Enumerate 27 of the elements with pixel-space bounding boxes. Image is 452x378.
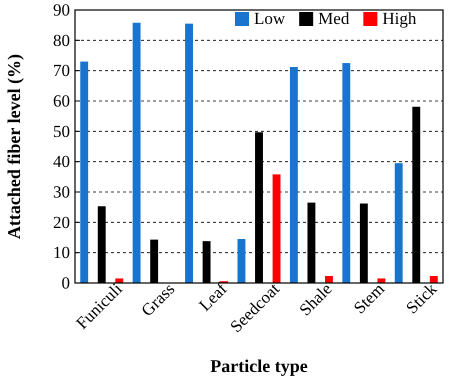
- bar: [185, 24, 193, 283]
- y-tick-label: 0: [62, 273, 70, 292]
- bar: [430, 276, 438, 283]
- bar: [325, 276, 333, 283]
- x-tick-label: Stick: [402, 278, 441, 318]
- y-tick-label: 40: [53, 152, 70, 172]
- y-tick-label: 50: [53, 122, 70, 141]
- bar: [290, 67, 298, 283]
- legend-label: High: [382, 9, 417, 28]
- x-axis-title: Particle type: [210, 356, 308, 376]
- y-axis-title: Attached fiber level (%): [4, 54, 24, 240]
- legend-label: Low: [254, 9, 286, 28]
- bar: [394, 163, 403, 283]
- y-tick-label: 80: [53, 30, 70, 50]
- bar: [342, 63, 350, 283]
- y-tick-label: 30: [53, 182, 70, 202]
- x-tick-label: Stem: [350, 279, 388, 318]
- legend-label: Med: [318, 9, 350, 28]
- bar: [132, 22, 141, 283]
- y-tick-label: 90: [53, 0, 70, 20]
- y-tick-label: 70: [53, 61, 70, 80]
- y-tick-label: 10: [53, 243, 70, 262]
- bar: [80, 62, 88, 283]
- bar: [238, 239, 246, 283]
- y-tick-label: 20: [53, 212, 70, 232]
- bar: [272, 174, 280, 283]
- y-tick-label: 60: [53, 91, 70, 110]
